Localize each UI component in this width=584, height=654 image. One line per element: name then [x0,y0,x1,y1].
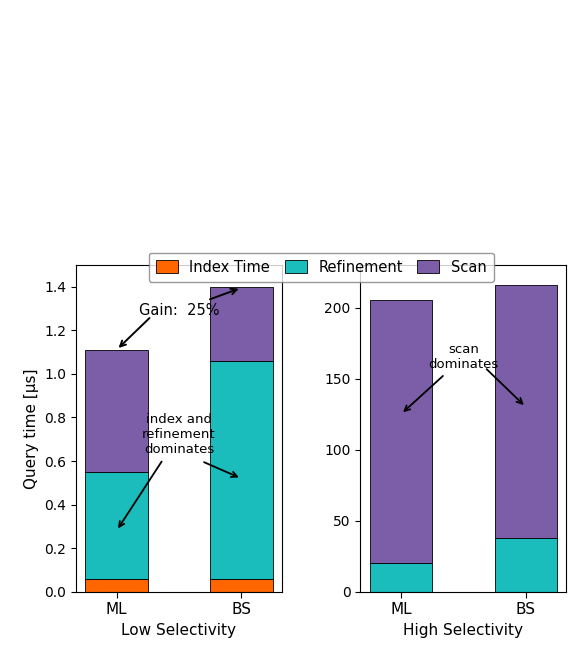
Bar [210,361,273,579]
Bar [210,286,273,361]
X-axis label: High Selectivity: High Selectivity [404,623,523,638]
X-axis label: Low Selectivity: Low Selectivity [121,623,237,638]
Legend: Index Time, Refinement, Scan: Index Time, Refinement, Scan [148,252,494,282]
Text: Gain:  25%: Gain: 25% [139,288,237,318]
Text: scan
dominates: scan dominates [405,343,499,411]
Bar [85,350,148,472]
Y-axis label: Query time [µs]: Query time [µs] [23,368,39,489]
Bar [370,564,432,592]
Bar [495,538,557,592]
Bar [85,472,148,579]
Text: index and
refinement
dominates: index and refinement dominates [119,413,216,527]
Bar [495,284,557,538]
Bar [85,579,148,592]
Bar [210,579,273,592]
Bar [370,300,432,564]
